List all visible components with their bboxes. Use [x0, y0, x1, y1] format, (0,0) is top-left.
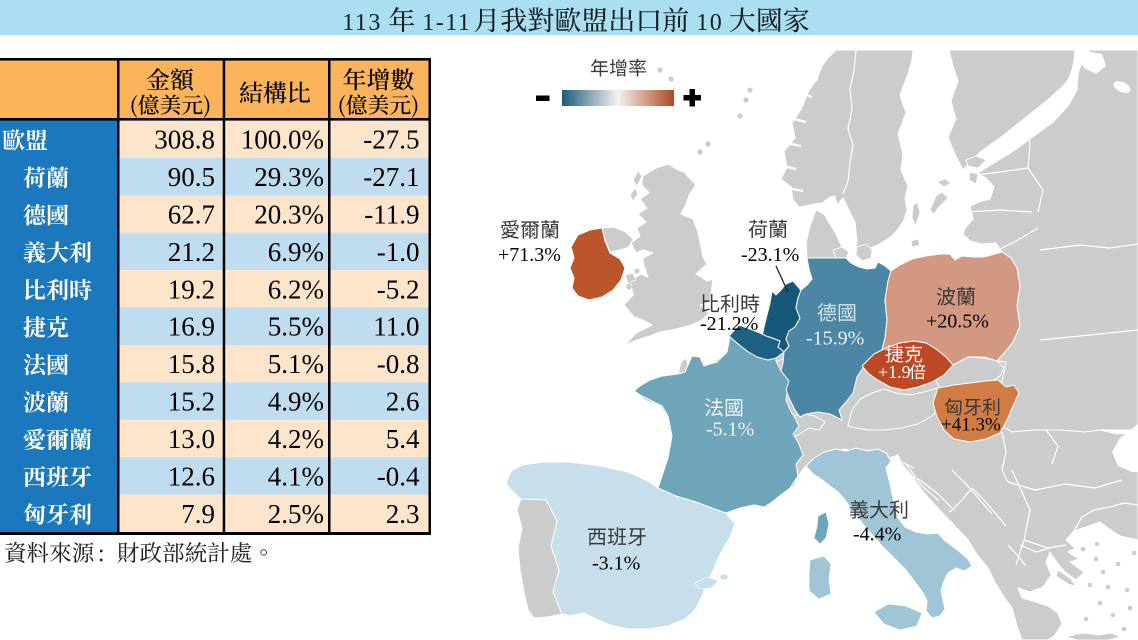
svg-text:-11.9: -11.9 — [364, 200, 419, 230]
svg-text:5.5%: 5.5% — [268, 312, 324, 342]
svg-text:4.9%: 4.9% — [268, 387, 324, 417]
svg-text:-23.1%: -23.1% — [741, 244, 799, 266]
svg-text:15.8: 15.8 — [168, 349, 215, 379]
svg-text:4.2%: 4.2% — [268, 424, 324, 454]
svg-text:19.2: 19.2 — [168, 274, 215, 304]
svg-text:-15.9%: -15.9% — [806, 328, 864, 350]
svg-text:7.9: 7.9 — [181, 499, 215, 529]
svg-text:21.2: 21.2 — [168, 237, 215, 267]
svg-text:-4.4%: -4.4% — [853, 524, 901, 546]
svg-text:1-11: 1-11 — [422, 10, 471, 36]
svg-text:6.9%: 6.9% — [268, 237, 324, 267]
svg-text:29.3%: 29.3% — [254, 162, 324, 192]
svg-text:-21.2%: -21.2% — [700, 313, 758, 335]
svg-text:308.8: 308.8 — [154, 125, 215, 155]
svg-text:-3.1%: -3.1% — [592, 553, 640, 575]
svg-text:+1.9: +1.9 — [878, 362, 911, 382]
svg-text:2.5%: 2.5% — [268, 499, 324, 529]
svg-text:113: 113 — [342, 10, 382, 36]
svg-text:11.0: 11.0 — [373, 312, 419, 342]
svg-text:-27.5: -27.5 — [363, 125, 419, 155]
svg-text:12.6: 12.6 — [168, 461, 215, 491]
svg-text:-5.1%: -5.1% — [706, 419, 754, 441]
svg-text:16.9: 16.9 — [168, 312, 215, 342]
svg-text:6.2%: 6.2% — [268, 274, 324, 304]
svg-text:+41.3%: +41.3% — [941, 415, 1001, 436]
svg-text:2.3: 2.3 — [386, 499, 420, 529]
svg-text:10: 10 — [696, 10, 723, 36]
svg-text:90.5: 90.5 — [168, 162, 215, 192]
svg-text:2.6: 2.6 — [386, 387, 420, 417]
svg-text:4.1%: 4.1% — [268, 461, 324, 491]
svg-text:-0.4: -0.4 — [377, 461, 420, 491]
svg-text:13.0: 13.0 — [168, 424, 215, 454]
svg-text:100.0%: 100.0% — [241, 125, 324, 155]
svg-text:20.3%: 20.3% — [254, 200, 324, 230]
svg-text:+71.3%: +71.3% — [498, 244, 561, 266]
svg-text:15.2: 15.2 — [168, 387, 215, 417]
svg-text:+20.5%: +20.5% — [926, 311, 989, 333]
svg-text:5.1%: 5.1% — [268, 349, 324, 379]
svg-text:5.4: 5.4 — [386, 424, 420, 454]
svg-text:-5.2: -5.2 — [377, 274, 420, 304]
svg-text:62.7: 62.7 — [168, 200, 215, 230]
svg-text:-0.8: -0.8 — [377, 349, 420, 379]
svg-text:-1.0: -1.0 — [377, 237, 420, 267]
svg-text:-27.1: -27.1 — [363, 162, 419, 192]
